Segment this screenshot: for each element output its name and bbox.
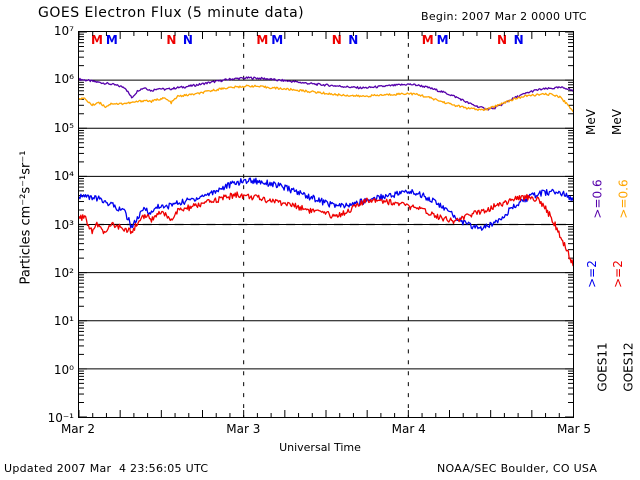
x-axis-ticks: Mar 2 Mar 3 Mar 4 Mar 5 bbox=[0, 422, 640, 438]
series-line-2 bbox=[79, 177, 573, 231]
series-line-0 bbox=[79, 76, 573, 111]
updated-timestamp: Updated 2007 Mar 4 23:56:05 UTC bbox=[4, 462, 209, 475]
event-marker-m: M bbox=[105, 33, 118, 47]
y-tick-label: 10⁴ bbox=[53, 169, 74, 184]
series-line-1 bbox=[79, 84, 573, 113]
x-tick-label: Mar 5 bbox=[556, 422, 592, 436]
legend-text: GOES12 bbox=[621, 342, 636, 392]
legend: MeV >=0.6 >=2 GOES11 MeV >=0.6 >=2 GOES12 bbox=[578, 31, 636, 418]
event-marker-m: M bbox=[91, 33, 103, 47]
event-marker-m: M bbox=[256, 33, 269, 47]
legend-column-goes12: MeV >=0.6 >=2 GOES12 bbox=[604, 31, 636, 418]
begin-timestamp: Begin: 2007 Mar 2 0000 UTC bbox=[421, 10, 587, 23]
event-marker-n: N bbox=[348, 33, 359, 47]
y-tick-label: 10⁷ bbox=[53, 24, 74, 38]
y-tick-label: 10⁰ bbox=[53, 362, 74, 377]
y-tick-label: 10² bbox=[53, 265, 74, 280]
event-marker-m: M bbox=[436, 33, 449, 47]
event-marker-n: N bbox=[513, 33, 524, 47]
y-tick-label: 10³ bbox=[53, 217, 74, 232]
event-marker-n: N bbox=[497, 33, 508, 47]
event-marker-n: N bbox=[166, 33, 177, 47]
y-tick-label: 10¹ bbox=[53, 314, 74, 329]
x-tick-label: Mar 3 bbox=[226, 422, 261, 436]
x-tick-label: Mar 2 bbox=[60, 422, 96, 436]
y-tick-label: 10⁻¹ bbox=[47, 411, 74, 425]
event-marker-m: M bbox=[421, 33, 434, 47]
event-marker-m: M bbox=[271, 33, 284, 47]
x-axis-label: Universal Time bbox=[279, 441, 361, 454]
page-title: GOES Electron Flux (5 minute data) bbox=[38, 5, 305, 21]
plot-area bbox=[78, 31, 574, 418]
x-tick-label: Mar 4 bbox=[391, 422, 426, 436]
y-tick-label: 10⁶ bbox=[53, 72, 74, 87]
legend-text: >=2 bbox=[610, 260, 625, 288]
y-axis-ticks: 10⁷ 10⁶ 10⁵ 10⁴ 10³ 10² 10¹ 10⁰ 10⁻¹ bbox=[0, 24, 74, 425]
credit-label: NOAA/SEC Boulder, CO USA bbox=[437, 462, 598, 475]
y-tick-label: 10⁵ bbox=[53, 120, 74, 135]
legend-text: >=0.6 bbox=[616, 179, 631, 219]
chart-canvas bbox=[79, 32, 573, 417]
event-marker-n: N bbox=[182, 33, 193, 47]
event-marker-n: N bbox=[331, 33, 342, 47]
series-line-3 bbox=[79, 191, 573, 267]
legend-text: MeV bbox=[609, 109, 624, 135]
